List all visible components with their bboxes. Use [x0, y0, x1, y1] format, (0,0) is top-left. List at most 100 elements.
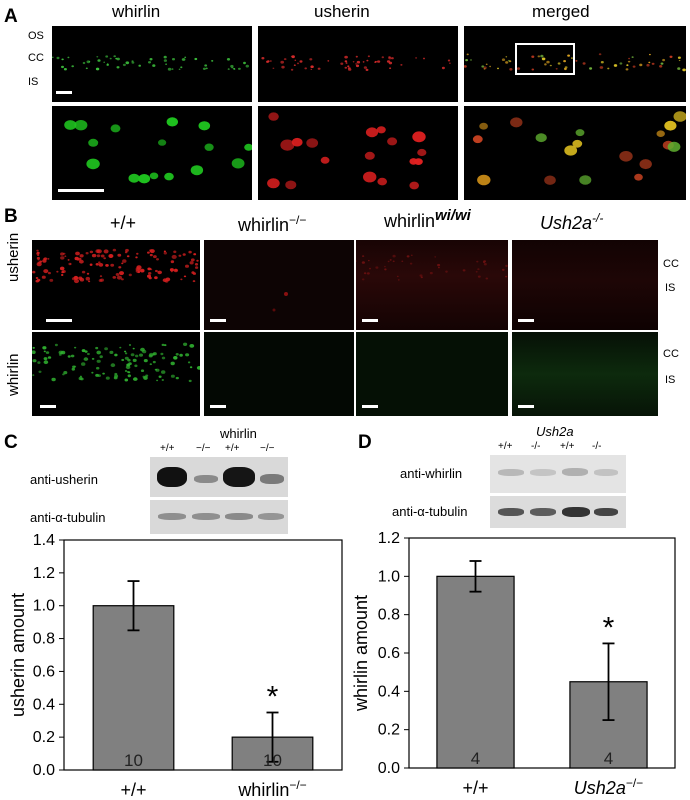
punctum [502, 268, 505, 271]
punctum [43, 357, 48, 361]
punctum [43, 257, 48, 261]
punctum [462, 269, 466, 272]
punctum [52, 56, 54, 58]
punctum [171, 68, 174, 70]
punctum [375, 266, 379, 269]
blot-band [530, 508, 556, 516]
punctum [110, 124, 121, 133]
punctum [163, 250, 166, 253]
punctum [567, 54, 570, 57]
punctum [639, 159, 652, 170]
blot-row-label: anti-α-tubulin [30, 510, 106, 525]
lane-label: -/- [592, 441, 602, 452]
punctum [47, 258, 50, 260]
punctum [91, 371, 94, 374]
punctum [173, 250, 177, 254]
punctum [619, 62, 623, 65]
green-puncta-zoom [64, 117, 252, 184]
punctum [135, 256, 138, 259]
y-tick-label: 0.8 [33, 631, 55, 648]
punctum [114, 353, 118, 357]
punctum [482, 261, 486, 263]
punctum [445, 270, 448, 273]
punctum [79, 277, 85, 282]
row-label-os: OS [28, 30, 44, 42]
punctum [485, 63, 488, 65]
col-title-whirlin-wiwi: whirlinwi/wi [384, 207, 471, 232]
y-tick-label: 1.2 [33, 565, 55, 582]
punctum [148, 354, 153, 358]
punctum [422, 57, 426, 60]
punctum [42, 346, 47, 350]
punctum [193, 253, 197, 256]
punctum [299, 60, 303, 63]
significance-star: * [267, 681, 279, 714]
micrograph-a-usherin-zoom [258, 106, 458, 200]
punctum [105, 376, 110, 380]
punctum [67, 56, 70, 59]
y-tick-label: 0.6 [378, 645, 400, 662]
punctum [563, 60, 566, 63]
punctum [649, 53, 651, 56]
panel-letter-c: C [4, 432, 18, 453]
punctum [189, 261, 194, 265]
faint-puncta [356, 254, 508, 281]
micrograph-b-whirlin-wiwi [356, 332, 508, 416]
punctum [664, 120, 677, 131]
punctum [91, 253, 97, 258]
punctum [230, 64, 234, 68]
punctum [67, 259, 70, 261]
punctum [125, 61, 130, 65]
punctum [327, 60, 330, 62]
x-tick-label: whirlin−/− [237, 778, 306, 800]
punctum [355, 55, 358, 58]
x-tick-label: Ush2a−/− [574, 776, 643, 798]
punctum [149, 249, 155, 254]
punctum [619, 151, 633, 162]
blot-band [258, 513, 284, 520]
side-label-cc: CC [663, 258, 679, 270]
punctum [56, 270, 59, 273]
punctum [85, 276, 90, 281]
punctum [112, 248, 117, 252]
punctum [37, 361, 41, 364]
punctum [152, 64, 156, 67]
punctum [361, 261, 365, 264]
merged-puncta [464, 43, 686, 75]
punctum [37, 254, 40, 256]
punctum [147, 267, 151, 271]
punctum [369, 267, 371, 270]
punctum [109, 57, 112, 60]
lane-label: +/+ [560, 441, 575, 452]
y-tick-label: 1.0 [378, 568, 400, 585]
row-title-whirlin: whirlin [5, 353, 22, 396]
punctum [437, 263, 441, 267]
punctum [89, 263, 93, 266]
punctum [356, 60, 361, 64]
punctum [47, 356, 52, 359]
scale-bar [56, 91, 72, 94]
punctum [96, 366, 100, 370]
punctum [136, 265, 142, 270]
punctum [185, 353, 190, 357]
punctum [97, 59, 101, 62]
punctum [79, 259, 84, 264]
side-label-is: IS [665, 374, 676, 386]
punctum [352, 61, 355, 63]
punctum [510, 117, 523, 128]
punctum [99, 275, 103, 277]
punctum [156, 258, 159, 261]
punctum [32, 374, 35, 376]
punctum [74, 256, 79, 261]
punctum [132, 347, 135, 350]
n-label: 4 [604, 749, 613, 768]
punctum [477, 268, 480, 271]
punctum [114, 374, 119, 378]
punctum [43, 350, 46, 353]
punctum [196, 259, 199, 262]
punctum [356, 260, 357, 262]
punctum [582, 62, 586, 65]
punctum [415, 57, 418, 59]
punctum [505, 275, 508, 278]
punctum [544, 175, 556, 185]
